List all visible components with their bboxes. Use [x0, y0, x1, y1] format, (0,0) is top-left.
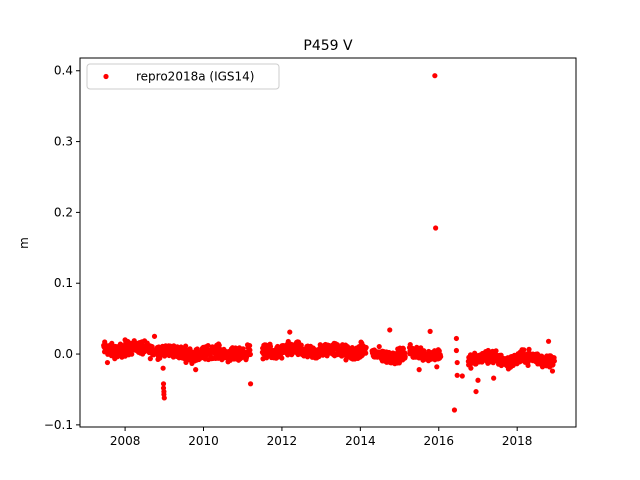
y-tick-label: 0.2: [54, 205, 73, 219]
data-point-outlier: [432, 73, 438, 79]
data-point: [402, 350, 408, 356]
x-tick-label: 2014: [345, 434, 376, 448]
data-point-outlier: [491, 375, 497, 381]
data-point: [216, 342, 222, 348]
data-point-outlier: [160, 381, 167, 387]
data-point-outlier: [416, 367, 422, 373]
x-tick-label: 2010: [188, 434, 219, 448]
data-point: [493, 348, 499, 354]
data-point: [521, 347, 527, 353]
data-point-outlier: [151, 333, 158, 339]
y-axis-label: m: [17, 237, 31, 249]
data-point-outlier: [287, 329, 293, 335]
legend: repro2018a (IGS14): [86, 63, 280, 90]
data-point-outlier: [454, 372, 460, 378]
data-point-outlier: [453, 335, 460, 342]
data-point-outlier: [454, 359, 460, 366]
data-point-outlier: [549, 368, 556, 374]
x-tick-label: 2012: [267, 434, 298, 448]
legend-marker: [103, 73, 109, 80]
data-point: [147, 356, 153, 362]
data-point: [376, 343, 382, 350]
y-tick-label: −0.1: [44, 418, 73, 432]
chart-title: P459 V: [303, 38, 353, 54]
data-point: [247, 351, 253, 357]
data-point-outlier: [104, 359, 111, 366]
data-point-outlier: [453, 347, 460, 354]
data-point: [183, 343, 189, 349]
data-point-outlier: [459, 373, 465, 379]
plot-frame: [79, 57, 577, 428]
data-point: [298, 342, 304, 348]
data-point-outlier: [193, 367, 199, 373]
y-tick-label: 0.4: [54, 64, 73, 78]
x-tick-label: 2008: [110, 434, 141, 448]
data-point: [279, 355, 285, 361]
y-tick-label: 0.3: [54, 135, 73, 149]
data-point: [247, 347, 253, 353]
data-point: [551, 358, 557, 364]
data-point: [402, 354, 408, 360]
data-point: [363, 350, 369, 356]
x-tick-label: 2016: [423, 434, 454, 448]
data-point-outlier: [122, 337, 128, 343]
data-point-outlier: [161, 395, 167, 401]
data-point-outlier: [160, 365, 166, 371]
y-tick-label: 0.1: [54, 276, 73, 290]
data-point-outlier: [387, 327, 393, 333]
data-point: [468, 365, 474, 371]
data-point: [247, 343, 253, 349]
data-point-outlier: [433, 225, 439, 231]
data-point-outlier: [475, 377, 481, 383]
data-point: [526, 346, 532, 352]
legend-box: [86, 63, 280, 90]
axes: 2008 2010 2012 2014 2016 2018 −0.1 0.0 0.1 0.2 0.3…: [44, 57, 577, 448]
data-point-outlier: [434, 364, 440, 370]
y-tick-label: 0.0: [54, 347, 73, 361]
data-point: [285, 352, 291, 358]
legend-label: repro2018a (IGS14): [136, 70, 254, 84]
data-point: [363, 344, 369, 351]
x-tick-label: 2018: [502, 434, 533, 448]
data-point: [267, 343, 274, 350]
data-point-outlier: [473, 388, 479, 395]
data-points: [101, 73, 557, 413]
data-point-outlier: [427, 328, 433, 334]
data-point-outlier: [451, 407, 458, 413]
data-point: [129, 351, 135, 357]
data-point: [205, 342, 211, 349]
data-point: [438, 354, 444, 360]
data-point: [400, 346, 406, 352]
data-point-outlier: [247, 381, 254, 387]
data-point-outlier: [545, 338, 552, 344]
